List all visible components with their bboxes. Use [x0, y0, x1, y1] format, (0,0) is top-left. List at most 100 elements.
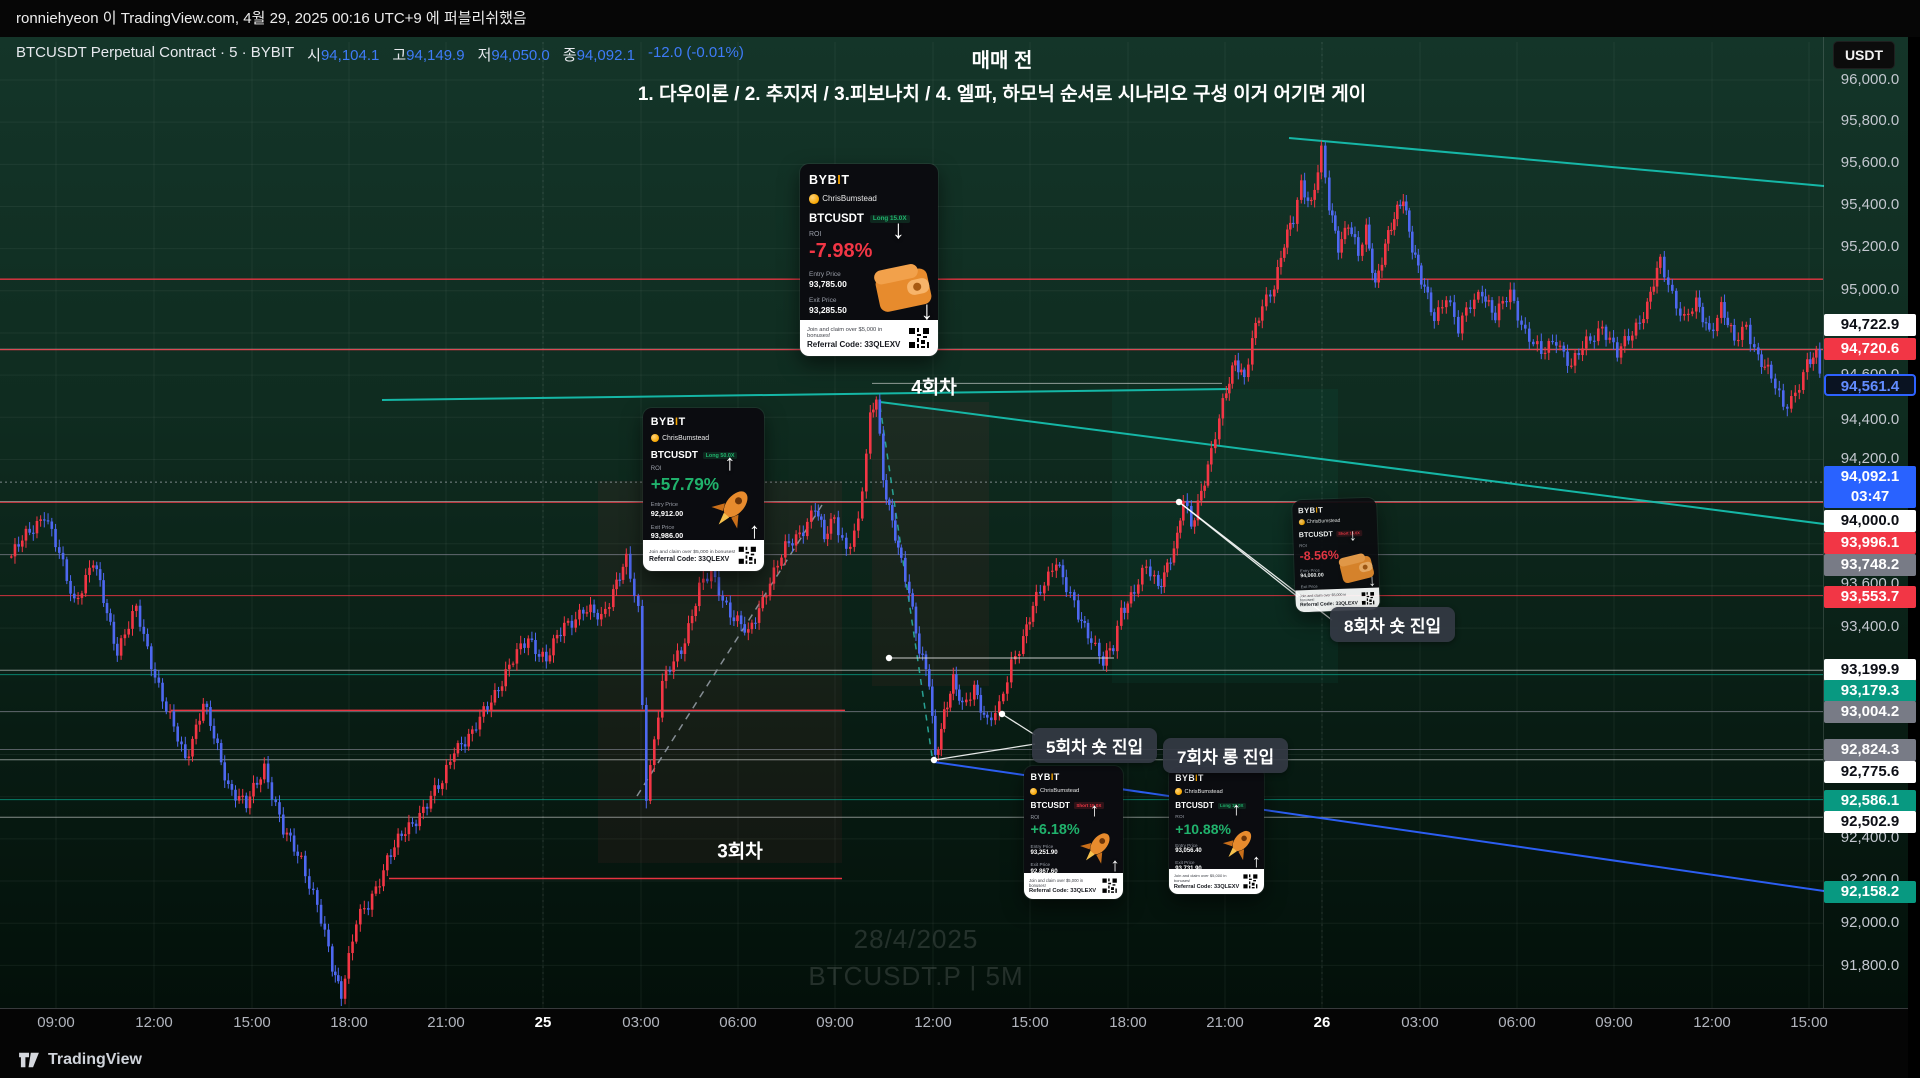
price-axis-label: 93,748.2 [1824, 554, 1916, 576]
bybit-pnl-card-2: BYBIT ChrisBumstead BTCUSDT Long 50.0X RO… [643, 408, 764, 571]
time-axis-label: 15:00 [1011, 1014, 1049, 1031]
time-axis-label: 12:00 [1693, 1014, 1731, 1031]
avatar [809, 194, 819, 204]
ohlc-close: 종94,092.1 [562, 47, 635, 64]
time-axis-label: 12:00 [914, 1014, 952, 1031]
price-axis-label: 93,553.7 [1824, 586, 1916, 608]
chart-background[interactable] [0, 37, 1908, 1008]
price-axis-label: 95,400.0 [1840, 196, 1900, 213]
qr-code [1242, 873, 1260, 890]
time-axis-label: 09:00 [816, 1014, 854, 1031]
username: ChrisBumstead [1184, 788, 1223, 795]
referral-strip: Join and claim over $5,000 in bonuses! Re… [643, 540, 764, 571]
time-axis-label: 09:00 [1595, 1014, 1633, 1031]
roi-value: +6.18% [1030, 822, 1080, 839]
time-axis-label: 06:00 [1498, 1014, 1536, 1031]
footer-bar: TradingView [0, 1042, 1908, 1078]
position-badge: Long 15.0X [1217, 802, 1246, 810]
price-axis-label: 95,600.0 [1840, 154, 1900, 171]
ohlc-low: 저94,050.0 [477, 47, 550, 64]
price-axis-label: 91,800.0 [1840, 957, 1900, 974]
time-axis-label: 06:00 [719, 1014, 757, 1031]
avatar [650, 433, 659, 443]
tooltip-entry8-short[interactable]: 8회차 숏 진입 [1330, 607, 1456, 642]
time-axis-label: 03:00 [622, 1014, 660, 1031]
publish-info-text: ronniehyeon 이 TradingView.com, 4월 29, 20… [16, 10, 527, 27]
price-axis-label: 96,000.0 [1840, 71, 1900, 88]
annotation-round3[interactable]: 3회차 [717, 841, 763, 863]
position-badge: Long 50.0X [702, 451, 738, 460]
price-axis-label: 92,000.0 [1840, 914, 1900, 931]
bybit-pnl-card-3: BYBIT ChrisBumstead BTCUSDT Short 15.0X R… [1024, 766, 1123, 899]
roi-value: -8.56% [1299, 547, 1340, 564]
tooltip-entry5-short[interactable]: 5회차 숏 진입 [1032, 728, 1158, 763]
roi-value: -7.98% [809, 240, 873, 263]
referral-strip: Join and claim over $5,000 in bonuses! Re… [1169, 868, 1264, 894]
bottom-margin [0, 1009, 1908, 1078]
bybit-logo: BYBIT [650, 415, 686, 428]
position-badge: Long 15.0X [869, 214, 910, 224]
time-axis-label: 15:00 [233, 1014, 271, 1031]
time-axis-label: 18:00 [330, 1014, 368, 1031]
price-change: -12.0 (-0.01%) [647, 44, 744, 61]
referral-strip: Join and claim over $5,000 in bonuses! Re… [1295, 587, 1380, 613]
price-axis-label: 92,775.6 [1824, 761, 1916, 783]
symbol-title[interactable]: BTCUSDT Perpetual Contract · 5 · BYBIT [16, 44, 295, 61]
time-axis-label: 12:00 [135, 1014, 173, 1031]
tradingview-logo-icon[interactable] [18, 1051, 40, 1069]
tradingview-brand[interactable]: TradingView [48, 1051, 142, 1068]
price-axis-label: 95,800.0 [1840, 112, 1900, 129]
price-axis-divider [1823, 37, 1824, 1008]
price-axis-label: 94,200.0 [1840, 450, 1900, 467]
price-axis-label: 94,000.0 [1824, 510, 1916, 532]
bybit-logo: BYBIT [809, 173, 850, 187]
symbol-header: BTCUSDT Perpetual Contract · 5 · BYBIT 시… [16, 44, 744, 65]
referral-strip: Join and claim over $5,000 in bonuses! Re… [1024, 873, 1123, 899]
price-axis-label: 93,004.2 [1824, 701, 1916, 723]
exit-price: 93,285.50 [809, 304, 847, 315]
entry-price: 93,785.00 [809, 279, 847, 290]
ohlc-high: 고94,149.9 [392, 47, 465, 64]
position-badge: Short 15.0X [1336, 529, 1362, 537]
price-axis-label: 92,824.3 [1824, 739, 1916, 761]
price-axis-label: 95,000.0 [1840, 281, 1900, 298]
bybit-pnl-card-5: BYBIT ChrisBumstead BTCUSDT Short 15.0X R… [1292, 497, 1380, 613]
bybit-logo: BYBIT [1030, 772, 1060, 783]
exit-price: 92,867.60 [1030, 867, 1058, 875]
qr-code [737, 545, 758, 566]
annotation-round4[interactable]: 4회차 [911, 377, 957, 399]
price-axis-label: 93,996.1 [1824, 532, 1916, 554]
bybit-pnl-card-1: BYBIT ChrisBumstead BTCUSDT Long 15.0X RO… [800, 164, 938, 356]
ohlc-open: 시94,104.1 [307, 47, 380, 64]
qr-code [1100, 877, 1118, 895]
time-axis-label: 18:00 [1109, 1014, 1147, 1031]
price-axis-label: 94,722.9 [1824, 314, 1916, 336]
price-axis-label: 93,400.0 [1840, 618, 1900, 635]
time-axis-label: 26 [1313, 1014, 1331, 1031]
time-axis-label: 21:00 [427, 1014, 465, 1031]
username: ChrisBumstead [1039, 788, 1080, 795]
price-axis-label: 94,561.4 [1824, 374, 1916, 396]
username: ChrisBumstead [662, 434, 710, 442]
price-axis-label: 92,586.1 [1824, 790, 1916, 812]
price-axis-label: 94,720.6 [1824, 338, 1916, 360]
page-title: 매매 전 [971, 50, 1033, 72]
price-axis-label: 93,199.9 [1824, 659, 1916, 681]
currency-toggle-button[interactable]: USDT [1833, 41, 1895, 69]
price-axis-label: 93,179.3 [1824, 680, 1916, 702]
time-axis-label: 15:00 [1790, 1014, 1828, 1031]
tooltip-entry7-long[interactable]: 7회차 롱 진입 [1163, 738, 1289, 773]
price-axis-label: 94,092.1 03:47 [1824, 466, 1916, 508]
price-axis-label: 92,502.9 [1824, 811, 1916, 833]
time-axis-label: 03:00 [1401, 1014, 1439, 1031]
username: ChrisBumstead [1306, 518, 1341, 525]
price-axis-label: 94,400.0 [1840, 411, 1900, 428]
referral-strip: Join and claim over $5,000 in bonuses! Re… [800, 320, 938, 356]
time-axis-divider [0, 1008, 1908, 1009]
entry-price: 93,056.40 [1175, 848, 1202, 855]
entry-price: 93,251.90 [1030, 849, 1058, 857]
roi-value: +57.79% [650, 474, 720, 495]
entry-price: 94,060.00 [1300, 572, 1324, 580]
